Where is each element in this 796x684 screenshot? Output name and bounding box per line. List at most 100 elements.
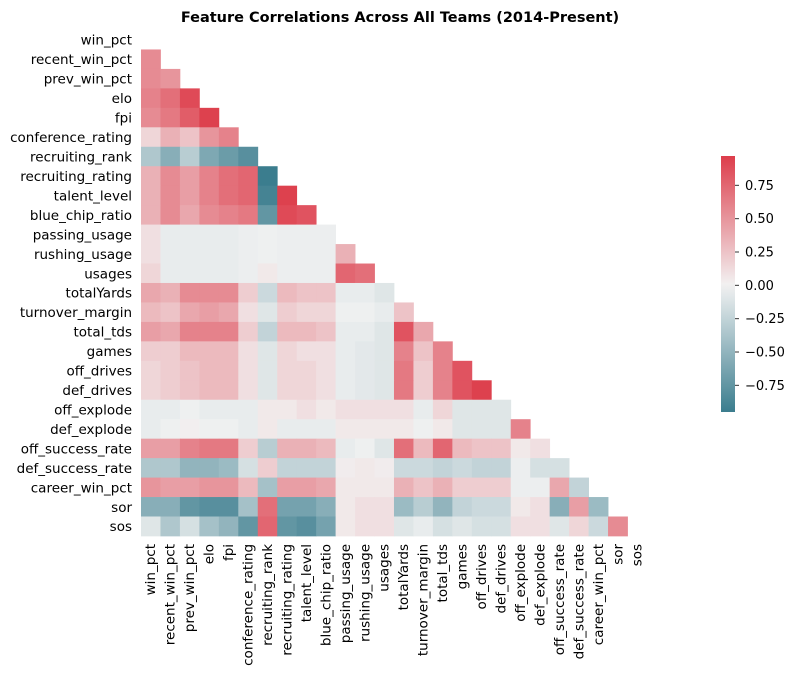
x-tick-label: sor bbox=[610, 544, 626, 565]
heatmap-cell-passing_usage-prev_win_pct bbox=[179, 224, 200, 245]
heatmap-cell-career_win_pct-turnover_margin bbox=[413, 477, 434, 498]
colorbar-tick-label: −0.50 bbox=[745, 346, 785, 361]
heatmap-cell-def_explode-totalYards bbox=[393, 419, 414, 440]
heatmap-cell-def_success_rate-recent_win_pct bbox=[160, 458, 181, 478]
heatmap-cell-off_success_rate-conference_rating bbox=[238, 438, 259, 459]
heatmap-cell-career_win_pct-win_pct bbox=[141, 477, 161, 498]
heatmap-cell-total_tds-blue_chip_ratio bbox=[316, 321, 336, 342]
heatmap-cell-total_tds-fpi bbox=[218, 321, 239, 342]
heatmap-cell-passing_usage-win_pct bbox=[141, 224, 161, 245]
heatmap-cell-def_drives-passing_usage bbox=[335, 380, 356, 401]
y-tick-label: sor bbox=[111, 500, 132, 516]
heatmap-cell-def_success_rate-totalYards bbox=[393, 458, 414, 478]
heatmap-cell-sos-games bbox=[452, 516, 473, 537]
heatmap-cell-games-recruiting_rating bbox=[277, 341, 298, 362]
heatmap-cell-def_explode-conference_rating bbox=[238, 419, 259, 440]
heatmap-cell-def_success_rate-talent_level bbox=[296, 458, 317, 478]
x-tick-label: games bbox=[455, 544, 471, 589]
heatmap-cell-def_success_rate-def_drives bbox=[491, 458, 512, 478]
heatmap-cell-usages-blue_chip_ratio bbox=[316, 263, 336, 284]
heatmap-cell-sos-turnover_margin bbox=[413, 516, 434, 537]
heatmap-cell-blue_chip_ratio-prev_win_pct bbox=[179, 205, 200, 225]
heatmap-cells bbox=[141, 49, 628, 537]
heatmap-cell-def_drives-usages bbox=[374, 380, 395, 401]
heatmap-cell-totalYards-conference_rating bbox=[238, 282, 259, 303]
heatmap-cell-off_success_rate-def_drives bbox=[491, 438, 512, 459]
heatmap-cell-off_drives-conference_rating bbox=[238, 360, 259, 381]
heatmap-cell-turnover_margin-recruiting_rating bbox=[277, 302, 298, 323]
heatmap-cell-talent_level-prev_win_pct bbox=[179, 185, 200, 206]
heatmap-cell-recruiting_rating-recruiting_rank bbox=[257, 166, 278, 187]
heatmap-cell-sor-talent_level bbox=[296, 497, 317, 517]
heatmap-cell-talent_level-win_pct bbox=[141, 185, 161, 206]
heatmap-cell-off_drives-fpi bbox=[218, 360, 239, 381]
heatmap-cell-career_win_pct-total_tds bbox=[432, 477, 453, 498]
heatmap-cell-total_tds-totalYards bbox=[393, 321, 414, 342]
heatmap-cell-recruiting_rank-fpi bbox=[218, 146, 239, 167]
x-tick-label: talent_level bbox=[299, 544, 315, 622]
x-tick-label: recruiting_rank bbox=[260, 544, 276, 646]
heatmap-cell-def_drives-conference_rating bbox=[238, 380, 259, 401]
heatmap-cell-def_success_rate-prev_win_pct bbox=[179, 458, 200, 478]
x-tick-label: def_success_rate bbox=[571, 544, 587, 659]
heatmap-cell-passing_usage-blue_chip_ratio bbox=[316, 224, 336, 245]
heatmap-cell-total_tds-passing_usage bbox=[335, 321, 356, 342]
heatmap-cell-totalYards-recruiting_rank bbox=[257, 282, 278, 303]
heatmap-cell-games-elo bbox=[199, 341, 220, 362]
y-tick-label: win_pct bbox=[81, 33, 132, 49]
heatmap-cell-sor-rushing_usage bbox=[355, 497, 375, 517]
colorbar-gradient bbox=[721, 156, 735, 412]
heatmap-cell-sor-conference_rating bbox=[238, 497, 259, 517]
heatmap-cell-rushing_usage-conference_rating bbox=[238, 244, 259, 264]
heatmap-cell-usages-talent_level bbox=[296, 263, 317, 284]
heatmap-cell-conference_rating-fpi bbox=[218, 127, 239, 148]
heatmap-cell-rushing_usage-elo bbox=[199, 244, 220, 264]
heatmap-cell-off_drives-recruiting_rank bbox=[257, 360, 278, 381]
heatmap-cell-rushing_usage-recruiting_rank bbox=[257, 244, 278, 264]
heatmap-cell-recruiting_rank-recent_win_pct bbox=[160, 146, 181, 167]
y-tick-label: turnover_margin bbox=[20, 305, 132, 321]
y-tick-label: recruiting_rating bbox=[20, 169, 132, 185]
heatmap-cell-off_drives-turnover_margin bbox=[413, 360, 434, 381]
heatmap-cell-games-turnover_margin bbox=[413, 341, 434, 362]
x-tick-label: career_win_pct bbox=[591, 544, 607, 645]
heatmap-cell-rushing_usage-passing_usage bbox=[335, 244, 356, 264]
heatmap-cell-fpi-prev_win_pct bbox=[179, 107, 200, 128]
heatmap-cell-def_explode-fpi bbox=[218, 419, 239, 440]
heatmap-cell-recruiting_rating-elo bbox=[199, 166, 220, 187]
heatmap-cell-sor-turnover_margin bbox=[413, 497, 434, 517]
heatmap-cell-off_drives-blue_chip_ratio bbox=[316, 360, 336, 381]
heatmap-cell-turnover_margin-talent_level bbox=[296, 302, 317, 323]
heatmap-cell-fpi-win_pct bbox=[141, 107, 161, 128]
heatmap-cell-usages-conference_rating bbox=[238, 263, 259, 284]
heatmap-cell-def_drives-prev_win_pct bbox=[179, 380, 200, 401]
heatmap-cell-def_drives-total_tds bbox=[432, 380, 453, 401]
heatmap-cell-off_success_rate-passing_usage bbox=[335, 438, 356, 459]
heatmap-cell-rushing_usage-recent_win_pct bbox=[160, 244, 181, 264]
heatmap-cell-blue_chip_ratio-elo bbox=[199, 205, 220, 225]
heatmap-cell-usages-recruiting_rating bbox=[277, 263, 298, 284]
x-tick-label: win_pct bbox=[143, 544, 159, 595]
heatmap-cell-off_explode-recruiting_rating bbox=[277, 399, 298, 420]
heatmap-cell-games-passing_usage bbox=[335, 341, 356, 362]
heatmap-cell-off_explode-recent_win_pct bbox=[160, 399, 181, 420]
y-tick-label: rushing_usage bbox=[34, 247, 132, 263]
heatmap-cell-totalYards-elo bbox=[199, 282, 220, 303]
y-tick-label: recruiting_rank bbox=[30, 149, 132, 165]
y-tick-label: talent_level bbox=[54, 188, 132, 204]
heatmap-cell-recent_win_pct-win_pct bbox=[141, 49, 161, 70]
heatmap-cell-off_success_rate-talent_level bbox=[296, 438, 317, 459]
heatmap-cell-usages-passing_usage bbox=[335, 263, 356, 284]
heatmap-cell-turnover_margin-prev_win_pct bbox=[179, 302, 200, 323]
heatmap-cell-def_success_rate-win_pct bbox=[141, 458, 161, 478]
heatmap-cell-off_drives-usages bbox=[374, 360, 395, 381]
heatmap-cell-total_tds-usages bbox=[374, 321, 395, 342]
heatmap-cell-recruiting_rank-conference_rating bbox=[238, 146, 259, 167]
heatmap-cell-career_win_pct-games bbox=[452, 477, 473, 498]
heatmap-cell-off_explode-fpi bbox=[218, 399, 239, 420]
heatmap-cell-sos-sor bbox=[608, 516, 628, 537]
heatmap-cell-sor-passing_usage bbox=[335, 497, 356, 517]
heatmap-cell-total_tds-recent_win_pct bbox=[160, 321, 181, 342]
heatmap-cell-talent_level-recruiting_rating bbox=[277, 185, 298, 206]
